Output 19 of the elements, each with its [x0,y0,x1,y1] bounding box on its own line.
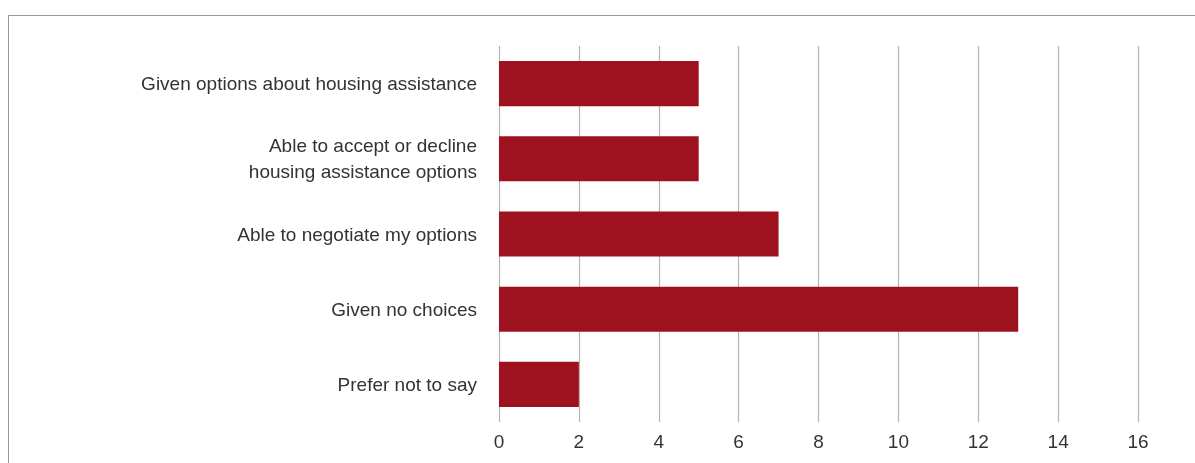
bar [499,136,699,182]
y-tick-label: Prefer not to say [337,373,478,395]
x-tick-label: 6 [733,431,744,452]
x-tick-label: 4 [653,431,665,452]
x-tick-label: 8 [813,431,824,452]
x-tick-label: 12 [967,431,989,452]
y-tick-label: Given no choices [331,298,477,320]
y-tick-label: Able to accept or decline housing assistance options [248,135,477,183]
y-tick-label: Given options about housing assistance [141,73,477,95]
x-tick-label: 0 [493,431,505,452]
bar [499,211,779,257]
bar [499,361,579,407]
x-tick-label: 14 [1047,431,1070,452]
y-tick-label: Able to negotiate my options [237,223,477,245]
bar [499,61,699,107]
x-tick-label: 16 [1127,431,1149,452]
x-tick-label: 2 [573,431,585,452]
bar [499,286,1019,332]
x-tick-label: 10 [887,431,909,452]
